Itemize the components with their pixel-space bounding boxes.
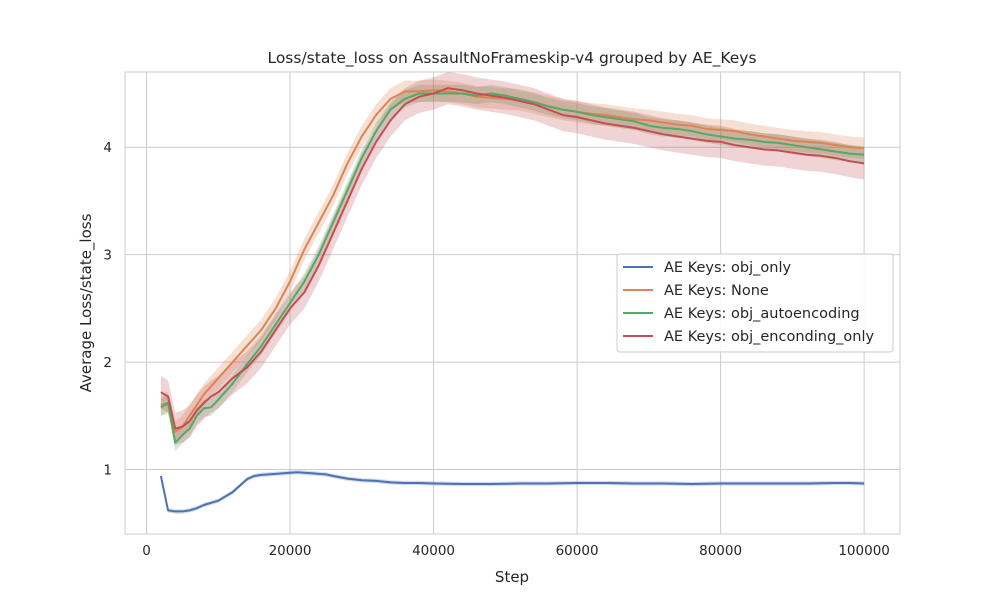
confidence-band-1 <box>160 79 865 443</box>
x-tick-label: 40000 <box>412 543 455 559</box>
x-tick-label: 0 <box>142 543 151 559</box>
y-tick-label: 2 <box>103 355 112 371</box>
legend-box <box>616 253 894 353</box>
legend-label: AE Keys: None <box>664 283 769 299</box>
legend-label: AE Keys: obj_autoencoding <box>664 306 860 322</box>
y-tick-label: 4 <box>103 140 112 156</box>
y-tick-label: 1 <box>103 463 112 479</box>
x-tick-label: 60000 <box>556 543 599 559</box>
legend: AE Keys: obj_only AE Keys: None AE Keys: o… <box>616 253 894 353</box>
y-tick-label: 3 <box>103 248 112 264</box>
series-line-3 <box>160 87 865 430</box>
series-lines <box>159 87 865 513</box>
chart-title: Loss/state_loss on AssaultNoFrameskip-v4… <box>267 49 756 68</box>
x-tick-label: 80000 <box>699 543 742 559</box>
x-tick-labels: 0 20000 40000 60000 80000 100000 <box>142 543 890 559</box>
series-line-1 <box>160 89 865 433</box>
confidence-bands <box>160 72 865 514</box>
y-axis-label: Average Loss/state_loss <box>77 213 96 392</box>
x-axis-label: Step <box>495 568 529 586</box>
y-tick-labels: 1 2 3 4 <box>103 140 112 478</box>
legend-label: AE Keys: obj_enconding_only <box>664 329 874 345</box>
grid <box>125 72 900 534</box>
series-line-0 <box>159 471 865 513</box>
x-tick-label: 20000 <box>269 543 312 559</box>
x-tick-label: 100000 <box>838 543 890 559</box>
legend-label: AE Keys: obj_only <box>664 260 791 276</box>
